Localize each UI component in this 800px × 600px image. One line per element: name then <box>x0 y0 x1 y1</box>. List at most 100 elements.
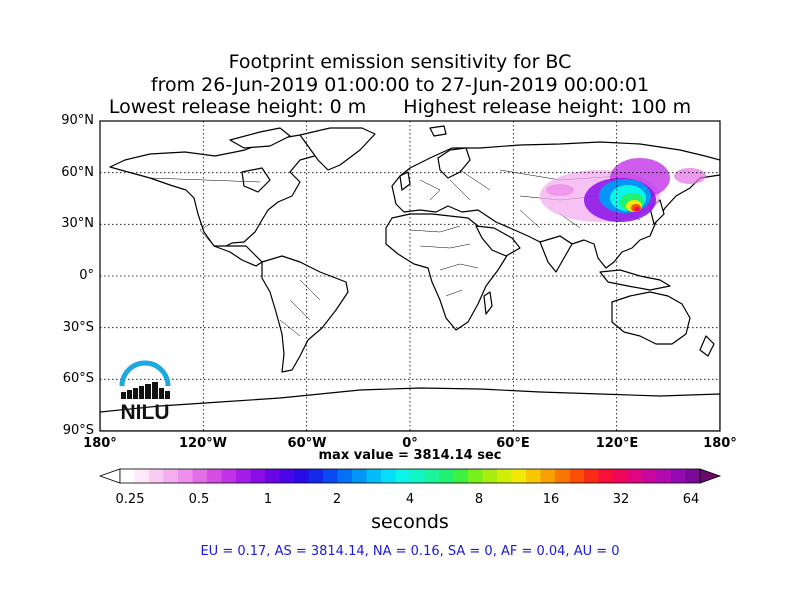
colorbar-swatch <box>265 469 280 483</box>
nilu-logo-skyline <box>121 382 170 399</box>
region-summary: EU = 0.17, AS = 3814.14, NA = 0.16, SA =… <box>200 544 620 559</box>
lat-tick-30s: 30°S <box>62 320 94 335</box>
canadian-arctic-islands <box>229 127 291 149</box>
max-value-label: max value = 3814.14 sec <box>318 448 502 463</box>
colorbar-frame <box>119 468 701 484</box>
colorbar <box>98 468 722 484</box>
nilu-logo: NILU <box>119 360 171 424</box>
colorbar-tick-label: 8 <box>474 492 484 507</box>
colorbar-swatch <box>656 469 672 483</box>
colorbar-swatch <box>250 469 266 483</box>
colorbar-swatch <box>337 469 353 483</box>
colorbar-swatch <box>410 469 425 483</box>
colorbar-swatch <box>134 469 150 483</box>
colorbar-swatch <box>453 469 469 483</box>
colorbar-swatch <box>207 469 222 483</box>
colorbar-swatch <box>149 469 164 483</box>
highest-release-height: Highest release height: 100 m <box>403 96 692 118</box>
arabian-peninsula-outline <box>475 225 521 257</box>
colorbar-swatch <box>366 469 382 483</box>
new-zealand-outline <box>699 335 715 357</box>
lat-tick-60n: 60°N <box>61 165 94 180</box>
british-isles-outline <box>399 171 411 191</box>
greenland-outline <box>299 127 376 171</box>
colorbar-swatch <box>598 469 614 483</box>
colorbar-tick-label: 0.5 <box>188 492 210 507</box>
lon-tick-0: 0° <box>402 436 418 451</box>
colorbar-swatch <box>439 469 454 483</box>
title-line-3: Lowest release height: 0 m Highest releas… <box>0 96 800 118</box>
colorbar-tick-label: 64 <box>682 492 700 507</box>
colorbar-swatch <box>323 469 338 483</box>
colorbar-swatch <box>540 469 556 483</box>
colorbar-swatch <box>642 469 657 483</box>
madagascar-outline <box>483 291 493 315</box>
colorbar-swatch <box>685 469 701 483</box>
lat-tick-0: 0° <box>79 268 94 283</box>
colorbar-tick-label: 32 <box>612 492 630 507</box>
colorbar-under-arrow <box>98 468 121 484</box>
svalbard-outline <box>429 125 447 137</box>
lat-tick-60s: 60°S <box>62 371 94 386</box>
colorbar-units-label: seconds <box>371 511 449 533</box>
hudson-bay <box>241 167 271 193</box>
colorbar-swatch <box>511 469 527 483</box>
title-line-2: from 26-Jun-2019 01:00:00 to 27-Jun-2019… <box>150 74 650 96</box>
lat-tick-90n: 90°N <box>61 113 94 128</box>
colorbar-swatch <box>482 469 498 483</box>
lon-tick-60w: 60°W <box>287 436 327 451</box>
colorbar-swatch <box>120 469 135 483</box>
indian-subcontinent-outline <box>539 235 573 273</box>
north-america-outline <box>109 134 323 249</box>
colorbar-swatch <box>178 469 193 483</box>
colorbar-swatch <box>236 469 251 483</box>
colorbar-swatch <box>671 469 686 483</box>
africa-outline <box>385 213 509 331</box>
lon-tick-180w: 180° <box>83 436 117 451</box>
south-america-outline <box>261 255 349 373</box>
colorbar-swatch <box>279 469 295 483</box>
colorbar-swatch <box>395 469 411 483</box>
colorbar-swatch <box>584 469 599 483</box>
map-frame <box>99 120 721 432</box>
colorbar-swatch <box>627 469 643 483</box>
lowest-release-height: Lowest release height: 0 m <box>108 96 367 118</box>
colorbar-swatch <box>352 469 367 483</box>
colorbar-tick-label: 2 <box>332 492 342 507</box>
central-america-outline <box>213 245 263 267</box>
lon-tick-60e: 60°E <box>496 436 530 451</box>
colorbar-tick-label: 1 <box>263 492 273 507</box>
colorbar-swatch <box>613 469 628 483</box>
colorbar-over-arrow <box>699 468 722 484</box>
lon-tick-120w: 120°W <box>179 436 227 451</box>
colorbar-swatch <box>424 469 440 483</box>
lon-tick-120e: 120°E <box>595 436 639 451</box>
southeast-asia-islands <box>599 269 671 291</box>
australia-outline <box>611 291 691 345</box>
colorbar-swatch <box>497 469 512 483</box>
colorbar-tick-label: 4 <box>405 492 415 507</box>
colorbar-tick-label: 0.25 <box>115 492 145 507</box>
colorbar-swatch <box>308 469 324 483</box>
colorbar-swatch <box>569 469 585 483</box>
colorbar-swatch <box>221 469 237 483</box>
colorbar-swatch <box>294 469 309 483</box>
lat-tick-30n: 30°N <box>61 216 94 231</box>
emission-sensitivity-field <box>540 158 706 222</box>
lat-tick-90s: 90°S <box>62 423 94 438</box>
colorbar-tick-label: 16 <box>542 492 560 507</box>
colorbar-swatch <box>192 469 208 483</box>
graticule <box>100 121 720 431</box>
nilu-logo-arc <box>119 360 171 387</box>
colorbar-swatch <box>555 469 570 483</box>
title-line-1: Footprint emission sensitivity for BC <box>228 51 572 73</box>
map-area <box>100 121 720 431</box>
colorbar-swatch <box>163 469 179 483</box>
colorbar-swatch <box>468 469 483 483</box>
nilu-logo-text: NILU <box>121 401 170 424</box>
lon-tick-180e: 180° <box>703 436 737 451</box>
colorbar-swatch <box>526 469 541 483</box>
colorbar-swatch <box>381 469 396 483</box>
scandinavia-outline <box>437 147 471 179</box>
